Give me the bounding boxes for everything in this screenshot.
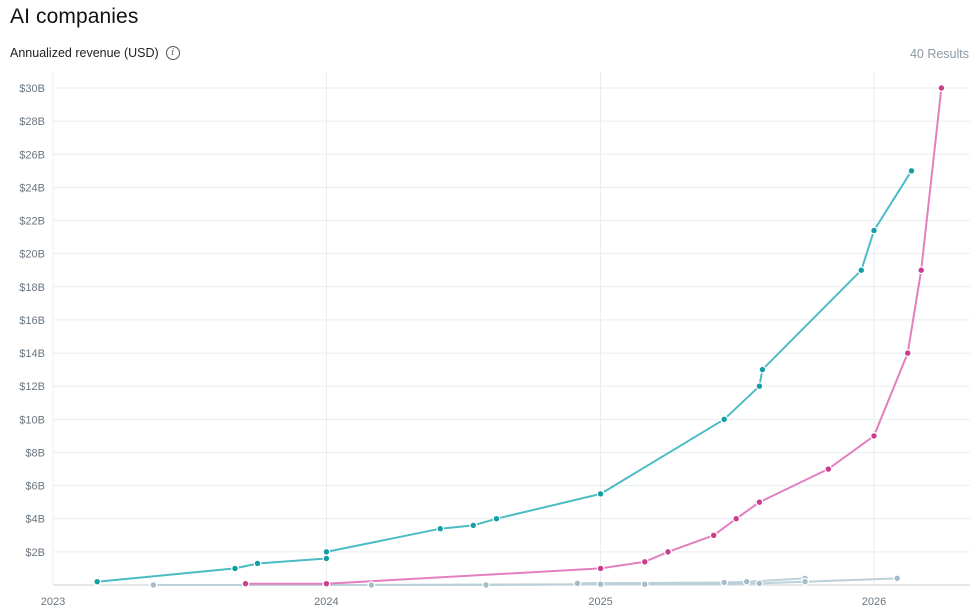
metric-label: Annualized revenue (USD) (10, 46, 159, 60)
series-line (153, 583, 601, 586)
data-point (937, 84, 946, 92)
data-point (596, 564, 605, 573)
data-point (857, 266, 866, 275)
data-point (755, 498, 764, 507)
y-tick-label: $14B (19, 348, 45, 360)
data-point (755, 382, 764, 391)
subtitle-row: Annualized revenue (USD) i (10, 46, 180, 60)
series-line (97, 170, 913, 583)
y-tick-label: $12B (19, 381, 45, 393)
data-point (870, 226, 878, 235)
y-tick-label: $8B (25, 447, 45, 459)
y-tick-label: $28B (19, 116, 45, 128)
x-tick-label: 2024 (314, 596, 338, 608)
data-point (732, 514, 741, 523)
data-point (758, 365, 767, 374)
y-tick-label: $26B (19, 149, 45, 161)
y-tick-label: $16B (19, 315, 45, 327)
data-point (720, 578, 729, 587)
y-tick-label: $20B (19, 249, 45, 261)
data-point (640, 580, 649, 589)
y-tick-label: $10B (19, 414, 45, 426)
y-tick-label: $18B (19, 282, 45, 294)
series-line (245, 87, 943, 585)
chart-markers (93, 84, 946, 589)
data-point (322, 547, 331, 556)
x-tick-label: 2025 (588, 596, 612, 608)
x-tick-label: 2026 (862, 596, 886, 608)
chart-grid (52, 72, 970, 585)
data-point (664, 547, 672, 556)
chart-axes: $2B $4B $6B $8B $10B $12B $14B $16B $18B $20B $22B… (19, 83, 970, 608)
info-icon[interactable]: i (165, 46, 180, 60)
data-point (367, 581, 376, 589)
data-point (596, 489, 605, 498)
data-point (870, 432, 878, 440)
data-point (907, 166, 916, 175)
data-point (149, 581, 158, 589)
results-count: 40 Results (909, 47, 969, 61)
y-tick-label: $24B (19, 182, 45, 194)
data-point (824, 465, 833, 473)
data-point (720, 415, 729, 424)
data-point (917, 266, 926, 275)
data-point (469, 521, 478, 530)
series-line (577, 577, 806, 585)
y-tick-label: $4B (25, 514, 45, 526)
x-tick-label: 2023 (41, 596, 65, 608)
data-point (893, 574, 902, 583)
data-point (322, 579, 331, 588)
data-point (322, 554, 331, 563)
chart-title: AI companies (10, 5, 139, 28)
data-point (573, 579, 582, 588)
y-tick-label: $22B (19, 216, 45, 228)
data-point (93, 577, 102, 586)
data-point (492, 514, 501, 523)
y-tick-label: $6B (25, 481, 45, 493)
data-point (742, 577, 751, 586)
data-point (241, 579, 250, 588)
data-point (709, 531, 718, 540)
y-tick-label: $2B (25, 547, 45, 559)
data-point (801, 577, 809, 586)
chart-series (97, 87, 943, 586)
data-point (640, 557, 649, 566)
data-point (596, 580, 605, 589)
data-point (436, 524, 445, 533)
data-point (253, 559, 262, 568)
data-point (231, 564, 239, 573)
data-point (903, 349, 912, 357)
data-point (482, 581, 490, 589)
data-point (755, 579, 764, 588)
y-tick-label: $30B (19, 83, 45, 95)
